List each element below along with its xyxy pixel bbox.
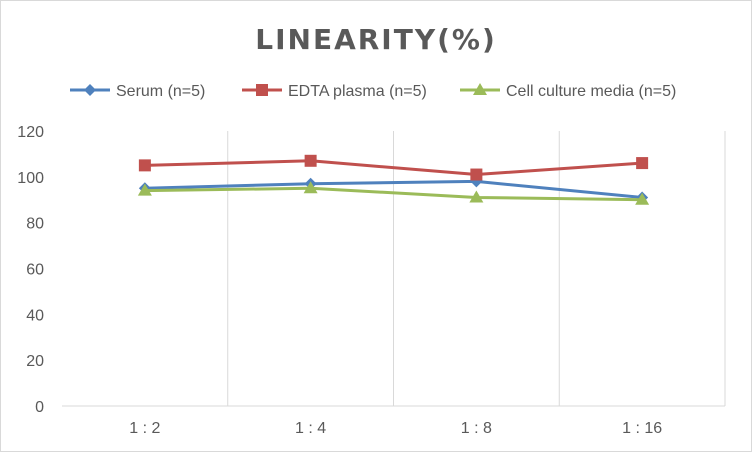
x-tick-label: 1 : 2 [129, 420, 160, 437]
x-tick-label: 1 : 8 [461, 420, 492, 437]
y-tick-label: 20 [26, 353, 44, 370]
axes: 0 20 40 60 80 100 120 1 : 2 1 : 4 1 : 8 1 : 16 [17, 124, 725, 437]
data-point [635, 192, 650, 205]
data-point [636, 157, 649, 170]
legend-label: EDTA plasma (n=5) [288, 83, 427, 100]
data-point [304, 154, 317, 167]
legend-item: EDTA plasma (n=5) [242, 83, 427, 100]
series-line [144, 159, 643, 177]
gridlines [227, 131, 726, 406]
legend-label: Cell culture media (n=5) [506, 83, 676, 100]
legend-marker [473, 83, 487, 95]
legend-item: Cell culture media (n=5) [460, 83, 676, 100]
legend-marker [84, 84, 96, 96]
y-tick-label: 0 [35, 399, 44, 416]
series-3 [137, 181, 650, 205]
series-line [144, 186, 643, 202]
legend: Serum (n=5) EDTA plasma (n=5) Cell culture… [70, 83, 676, 100]
y-tick-label: 80 [26, 216, 44, 233]
data-point [138, 159, 151, 172]
legend-marker [256, 84, 268, 96]
series-layer [137, 154, 650, 205]
legend-item: Serum (n=5) [70, 83, 205, 100]
y-tick-label: 100 [17, 170, 44, 187]
y-tick-label: 60 [26, 262, 44, 279]
y-tick-label: 120 [17, 124, 44, 141]
x-tick-label: 1 : 16 [622, 420, 662, 437]
series-line [144, 179, 643, 199]
x-tick-label: 1 : 4 [295, 420, 326, 437]
y-tick-label: 40 [26, 307, 44, 324]
series-2 [138, 154, 649, 181]
data-point [469, 190, 484, 203]
legend-label: Serum (n=5) [116, 83, 205, 100]
chart-title: LINEARITY(%) [255, 23, 497, 56]
data-point [303, 181, 318, 194]
data-point [137, 183, 152, 196]
data-point [470, 168, 483, 181]
